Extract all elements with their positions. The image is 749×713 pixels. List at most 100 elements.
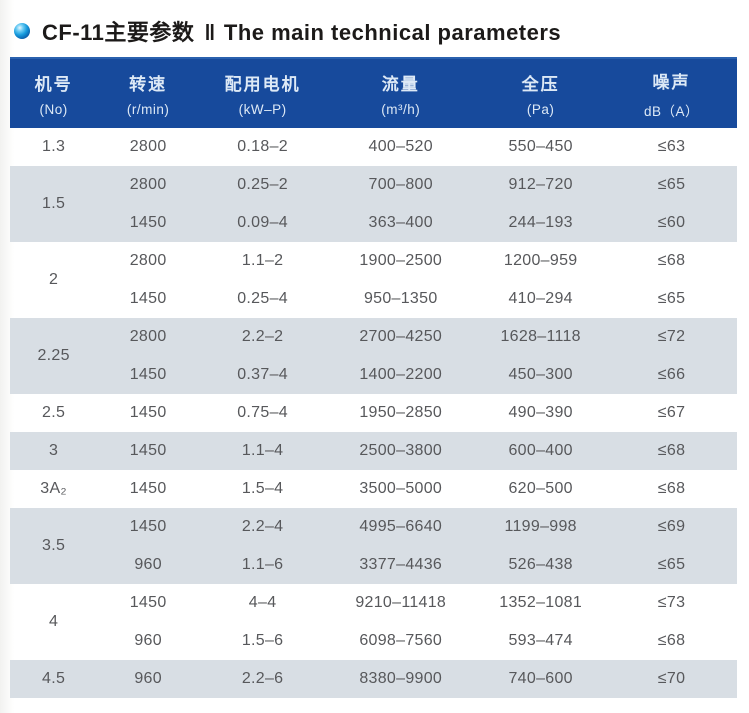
table-cell: ≤63 (657, 138, 686, 155)
table-cell: 1450 (129, 366, 167, 383)
table-cell: 2800 (129, 328, 167, 345)
table-cell: ≤65 (657, 556, 686, 573)
table-cell: 1450 (129, 518, 167, 535)
table-group: 3 1450 1.1–4 2500–3800 600–400 ≤68 (10, 432, 737, 470)
header-col-pressure: 全压 (Pa) (475, 70, 606, 117)
model-number-cell: 3 (49, 442, 59, 459)
header-label-unit: (r/min) (126, 102, 170, 117)
table-cell: 2700–4250 (359, 328, 443, 345)
model-number-cell: 2.25 (37, 347, 70, 364)
header-label-unit: (Pa) (526, 102, 555, 117)
model-number-cell: 2 (49, 271, 59, 288)
table-cell: 1450 (129, 214, 167, 231)
model-number-cell: 1.3 (42, 138, 66, 155)
table-cell: ≤60 (657, 214, 686, 231)
table-cell: 550–450 (508, 138, 573, 155)
bullet-icon (14, 23, 30, 39)
title-text: CF-11主要参数 ‖ The main technical parameters (42, 15, 561, 47)
table-cell: 2500–3800 (359, 442, 443, 459)
table-cell: 1450 (129, 480, 167, 497)
table-cell: 1628–1118 (500, 328, 581, 345)
table-cell: 3377–4436 (359, 556, 443, 573)
table-header: 机号 (No) 转速 (r/min) 配用电机 (kW–P) 流量 (m³/h)… (10, 57, 737, 128)
table-cell: 1450 (129, 290, 167, 307)
table-cell: ≤73 (657, 594, 686, 611)
table-group: 4 1450 4–4 9210–11418 1352–1081 ≤73 960 1.5–6 60… (10, 584, 737, 660)
table-cell: 593–474 (508, 632, 573, 649)
header-label-unit: (No) (39, 102, 68, 117)
header-label-zh: 噪声 (652, 72, 691, 92)
table-cell: 1.1–4 (241, 442, 284, 459)
table-cell: 2800 (129, 252, 167, 269)
title-en: The main technical parameters (223, 20, 562, 45)
header-col-flow: 流量 (m³/h) (326, 70, 475, 117)
table-group: 2 2800 1.1–2 1900–2500 1200–959 ≤68 1450 0.25–4… (10, 242, 737, 318)
page-title: CF-11主要参数 ‖ The main technical parameters (0, 0, 749, 48)
title-zh: CF-11主要参数 (42, 20, 195, 45)
table-group: 4.5 960 2.2–6 8380–9900 740–600 ≤70 (10, 660, 737, 698)
table-cell: 1450 (129, 594, 167, 611)
table-cell: 244–193 (508, 214, 573, 231)
table-cell: 526–438 (508, 556, 573, 573)
table-cell: 2800 (129, 138, 167, 155)
table-cell: 363–400 (368, 214, 433, 231)
table-group: 1.3 2800 0.18–2 400–520 550–450 ≤63 (10, 128, 737, 166)
table-body: 1.3 2800 0.18–2 400–520 550–450 ≤63 1.5 2800 0.2… (10, 128, 737, 698)
table-cell: 2.2–4 (241, 518, 284, 535)
header-label-unit: (kW–P) (238, 102, 287, 117)
table-group: 3.5 1450 2.2–4 4995–6640 1199–998 ≤69 960 1.1–6… (10, 508, 737, 584)
table-cell: 1950–2850 (359, 404, 443, 421)
table-cell: 960 (134, 556, 162, 573)
model-number-cell: 4 (49, 613, 59, 630)
table-cell: ≤66 (657, 366, 686, 383)
table-cell: 8380–9900 (359, 670, 443, 687)
table-cell: ≤65 (657, 176, 686, 193)
table-cell: 950–1350 (363, 290, 438, 307)
table-cell: 1200–959 (503, 252, 578, 269)
table-cell: ≤68 (657, 632, 686, 649)
header-col-model: 机号 (No) (10, 70, 97, 117)
table-cell: 960 (134, 670, 162, 687)
table-cell: 1400–2200 (359, 366, 443, 383)
table-cell: 912–720 (508, 176, 573, 193)
header-label-zh: 流量 (381, 75, 420, 94)
table-group: 2.25 2800 2.2–2 2700–4250 1628–1118 ≤72 1450 0.… (10, 318, 737, 394)
table-cell: 620–500 (508, 480, 573, 497)
table-cell: 0.09–4 (237, 214, 288, 231)
table-cell: 600–400 (508, 442, 573, 459)
table-cell: 3500–5000 (359, 480, 443, 497)
table-cell: 1.5–6 (241, 632, 284, 649)
table-cell: 9210–11418 (355, 594, 447, 611)
table-cell: 0.18–2 (237, 138, 288, 155)
title-divider-icon: ‖ (204, 20, 216, 45)
table-cell: ≤67 (657, 404, 686, 421)
model-number-cell: 1.5 (42, 195, 66, 212)
table-cell: 2800 (129, 176, 167, 193)
table-cell: 0.75–4 (237, 404, 288, 421)
table-cell: 1.1–6 (241, 556, 284, 573)
table-cell: ≤72 (657, 328, 686, 345)
table-cell: 4995–6640 (359, 518, 443, 535)
table-cell: 490–390 (508, 404, 573, 421)
table-cell: 0.25–4 (237, 290, 288, 307)
table-cell: 6098–7560 (359, 632, 443, 649)
table-group: 1.5 2800 0.25–2 700–800 912–720 ≤65 1450 0.09–4… (10, 166, 737, 242)
table-cell: 400–520 (368, 138, 433, 155)
table-cell: ≤68 (657, 252, 686, 269)
model-number-cell: 3A₂ (40, 480, 67, 497)
table-cell: 740–600 (508, 670, 573, 687)
header-label-zh: 转速 (129, 75, 168, 94)
table-cell: ≤69 (657, 518, 686, 535)
header-label-zh: 配用电机 (224, 75, 301, 94)
header-label-unit: dB（A） (644, 103, 700, 119)
table-cell: 2.2–2 (241, 328, 284, 345)
table-cell: 1352–1081 (499, 594, 583, 611)
table-cell: 700–800 (368, 176, 433, 193)
header-col-speed: 转速 (r/min) (97, 70, 199, 117)
table-cell: 1900–2500 (359, 252, 443, 269)
model-number-cell: 3.5 (42, 537, 66, 554)
table-group: 3A₂ 1450 1.5–4 3500–5000 620–500 ≤68 (10, 470, 737, 508)
table-cell: ≤65 (657, 290, 686, 307)
header-col-noise: 噪声 dB（A） (606, 68, 737, 120)
